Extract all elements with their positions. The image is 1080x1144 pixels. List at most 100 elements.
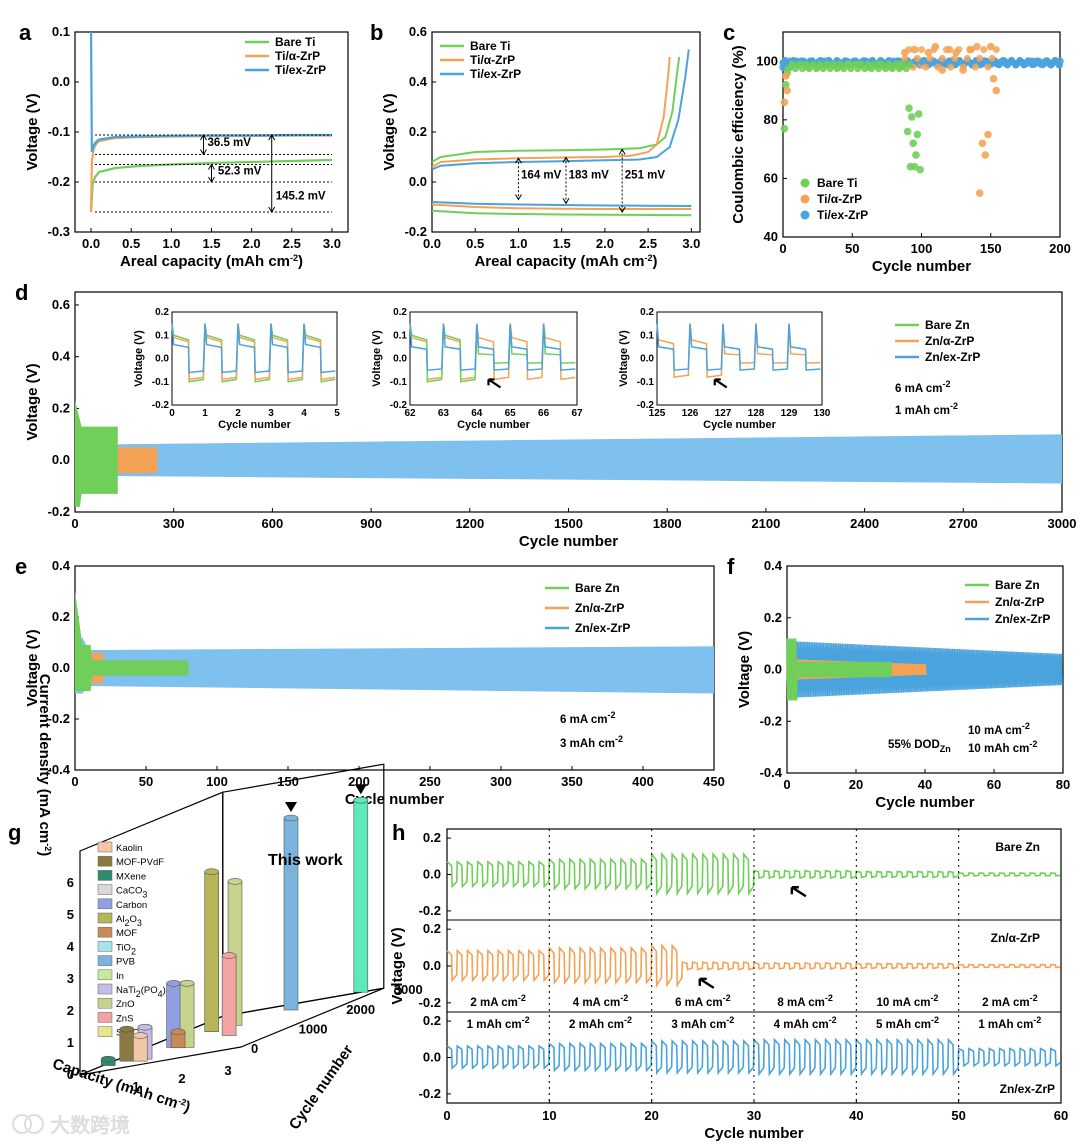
arrow-head: [268, 206, 276, 213]
inset-x-title: Cycle number: [703, 419, 776, 431]
panel-a-coulomb-voltage-chart: 0.0 0.5 1.0 1.5 2.0 2.5 3.0 0.1 0.0 -0.1 -0.2 -0.3 A…: [19, 20, 349, 270]
bar-cap: [170, 1028, 186, 1036]
x-tick-label: 3000: [1048, 516, 1077, 531]
capacity-label-part: -2: [931, 1015, 939, 1025]
data-point: [912, 151, 920, 159]
data-point: [947, 63, 955, 71]
y-tick-label: 0.6: [409, 24, 427, 39]
condition-capacity: 3 mAh cm-2: [560, 734, 623, 750]
bar-cylinder: [221, 955, 237, 1036]
panel-b-voltage-profile-chart: 0.0 0.5 1.0 1.5 2.0 2.5 3.00.60.40.20.0-0.2Are…: [370, 20, 701, 270]
inset-x-tick: 0: [169, 408, 175, 419]
inset-x-title: Cycle number: [218, 419, 291, 431]
condition-capacity-part: 1 mAh cm: [895, 405, 950, 417]
y-tick-label: -0.2: [405, 224, 427, 239]
y-tick-label: -0.2: [419, 995, 441, 1010]
x-tick-label: 20: [849, 777, 863, 792]
inset-y-tick: 0.2: [393, 307, 407, 318]
data-point: [913, 130, 922, 139]
legend-label: PVB: [116, 957, 135, 968]
x-axis-title: Cycle number: [872, 258, 971, 275]
data-point: [992, 86, 1001, 95]
bar-cylinder: [283, 817, 299, 1011]
z-axis-title-part: ): [36, 851, 53, 856]
y-tick-label: 0.2: [52, 609, 70, 624]
x-tick-label: 300: [163, 516, 185, 531]
legend-label-part: ZnO: [116, 999, 134, 1010]
y-tick-label: 0.0: [764, 662, 782, 677]
legend-swatch: [97, 955, 113, 966]
inset-x-tick: 63: [438, 408, 450, 419]
legend-label-part: MOF-PVdF: [116, 857, 164, 868]
y-tick-label: 60: [764, 170, 778, 185]
z-axis-title-part: Current density (mA cm: [36, 674, 53, 843]
data-point: [905, 46, 913, 54]
failure-arrow: [713, 378, 728, 389]
data-point: [942, 46, 950, 54]
bar-cap: [166, 980, 181, 987]
data-point: [913, 54, 921, 62]
condition-current-part: -2: [1022, 721, 1030, 731]
z-tick-label: 6: [67, 875, 74, 890]
capacity-label-part: 1 mAh cm: [978, 1019, 1033, 1031]
inset-x-tick: 66: [538, 408, 550, 419]
y-tick-label: -0.3: [48, 224, 70, 239]
data-point: [978, 139, 987, 148]
annotation: 251 mV: [625, 169, 666, 181]
x-tick-label: 0: [779, 241, 786, 256]
legend-label: NaTi2(PO4)3: [116, 985, 171, 999]
y-axis-title: Voltage (V): [381, 93, 398, 170]
inset-x-tick: 67: [571, 408, 583, 419]
bar-cylinder: [353, 799, 369, 993]
failure-arrow: [790, 886, 807, 898]
inset-x-tick: 130: [814, 408, 831, 419]
y-tick-label: 0.4: [52, 349, 71, 364]
x-tick-label: 100: [911, 241, 933, 256]
x-tick-label: 0.0: [82, 236, 100, 251]
series-bare: [786, 638, 893, 701]
data-point: [910, 45, 919, 54]
y-axis-title: Voltage (V): [24, 629, 41, 706]
x-tick-label: 10: [542, 1108, 556, 1123]
legend-label-part: MXene: [116, 871, 146, 882]
legend-swatch: [97, 841, 113, 853]
legend-label: Ti/α-ZrP: [275, 49, 320, 63]
x-tick-label: 150: [277, 774, 299, 789]
x-axis-title-part: ): [653, 253, 658, 270]
side-wall: [222, 763, 385, 1017]
legend-label: Zn/ex-ZrP: [925, 350, 980, 364]
legend-label-part: 3: [142, 890, 147, 900]
x-tick-label: 250: [419, 774, 441, 789]
y-axis-title: Voltage (V): [389, 927, 406, 1004]
capacity-label-part: 1 mAh cm: [467, 1019, 522, 1031]
x-tick-label: 80: [1056, 777, 1070, 792]
y-tick-label: -0.4: [760, 765, 783, 780]
rate-label: 4 mA cm-2: [573, 993, 629, 1009]
inset-x-tick: 126: [682, 408, 699, 419]
bar-cap: [221, 952, 237, 959]
data-point: [781, 72, 790, 80]
legend-label-part: 2: [124, 918, 129, 928]
data-point: [926, 54, 934, 62]
legend-label-part: In: [116, 971, 124, 982]
y-tick-label: -0.2: [760, 713, 782, 728]
legend-label-part: Kaolin: [116, 843, 142, 854]
y-tick-label: 0.0: [423, 1050, 441, 1065]
legend-label-part: MOF: [116, 928, 137, 939]
bar-cap: [119, 1025, 135, 1033]
x-axis-title: Cycle number: [704, 1125, 803, 1142]
subplot-0: 0.2 0.0 -0.2 Bare Zn: [419, 830, 1061, 918]
legend-swatch: [97, 997, 113, 1009]
x-tick-label: 0: [783, 777, 790, 792]
inset-y-tick: -0.1: [390, 377, 408, 388]
legend-label-part: CaCO: [116, 886, 142, 897]
bar-cap: [100, 1055, 116, 1063]
panel-label: g: [8, 820, 21, 845]
y-tick-label: 0.6: [52, 297, 70, 312]
y-tick-label: 0.0: [409, 174, 427, 189]
condition-dod-part: Zn: [940, 744, 951, 754]
inset-y-tick: -0.2: [637, 400, 655, 411]
legend-label: Bare Ti: [275, 35, 315, 49]
y-tick-label: 0.2: [423, 921, 441, 936]
legend-swatch: [97, 898, 113, 910]
